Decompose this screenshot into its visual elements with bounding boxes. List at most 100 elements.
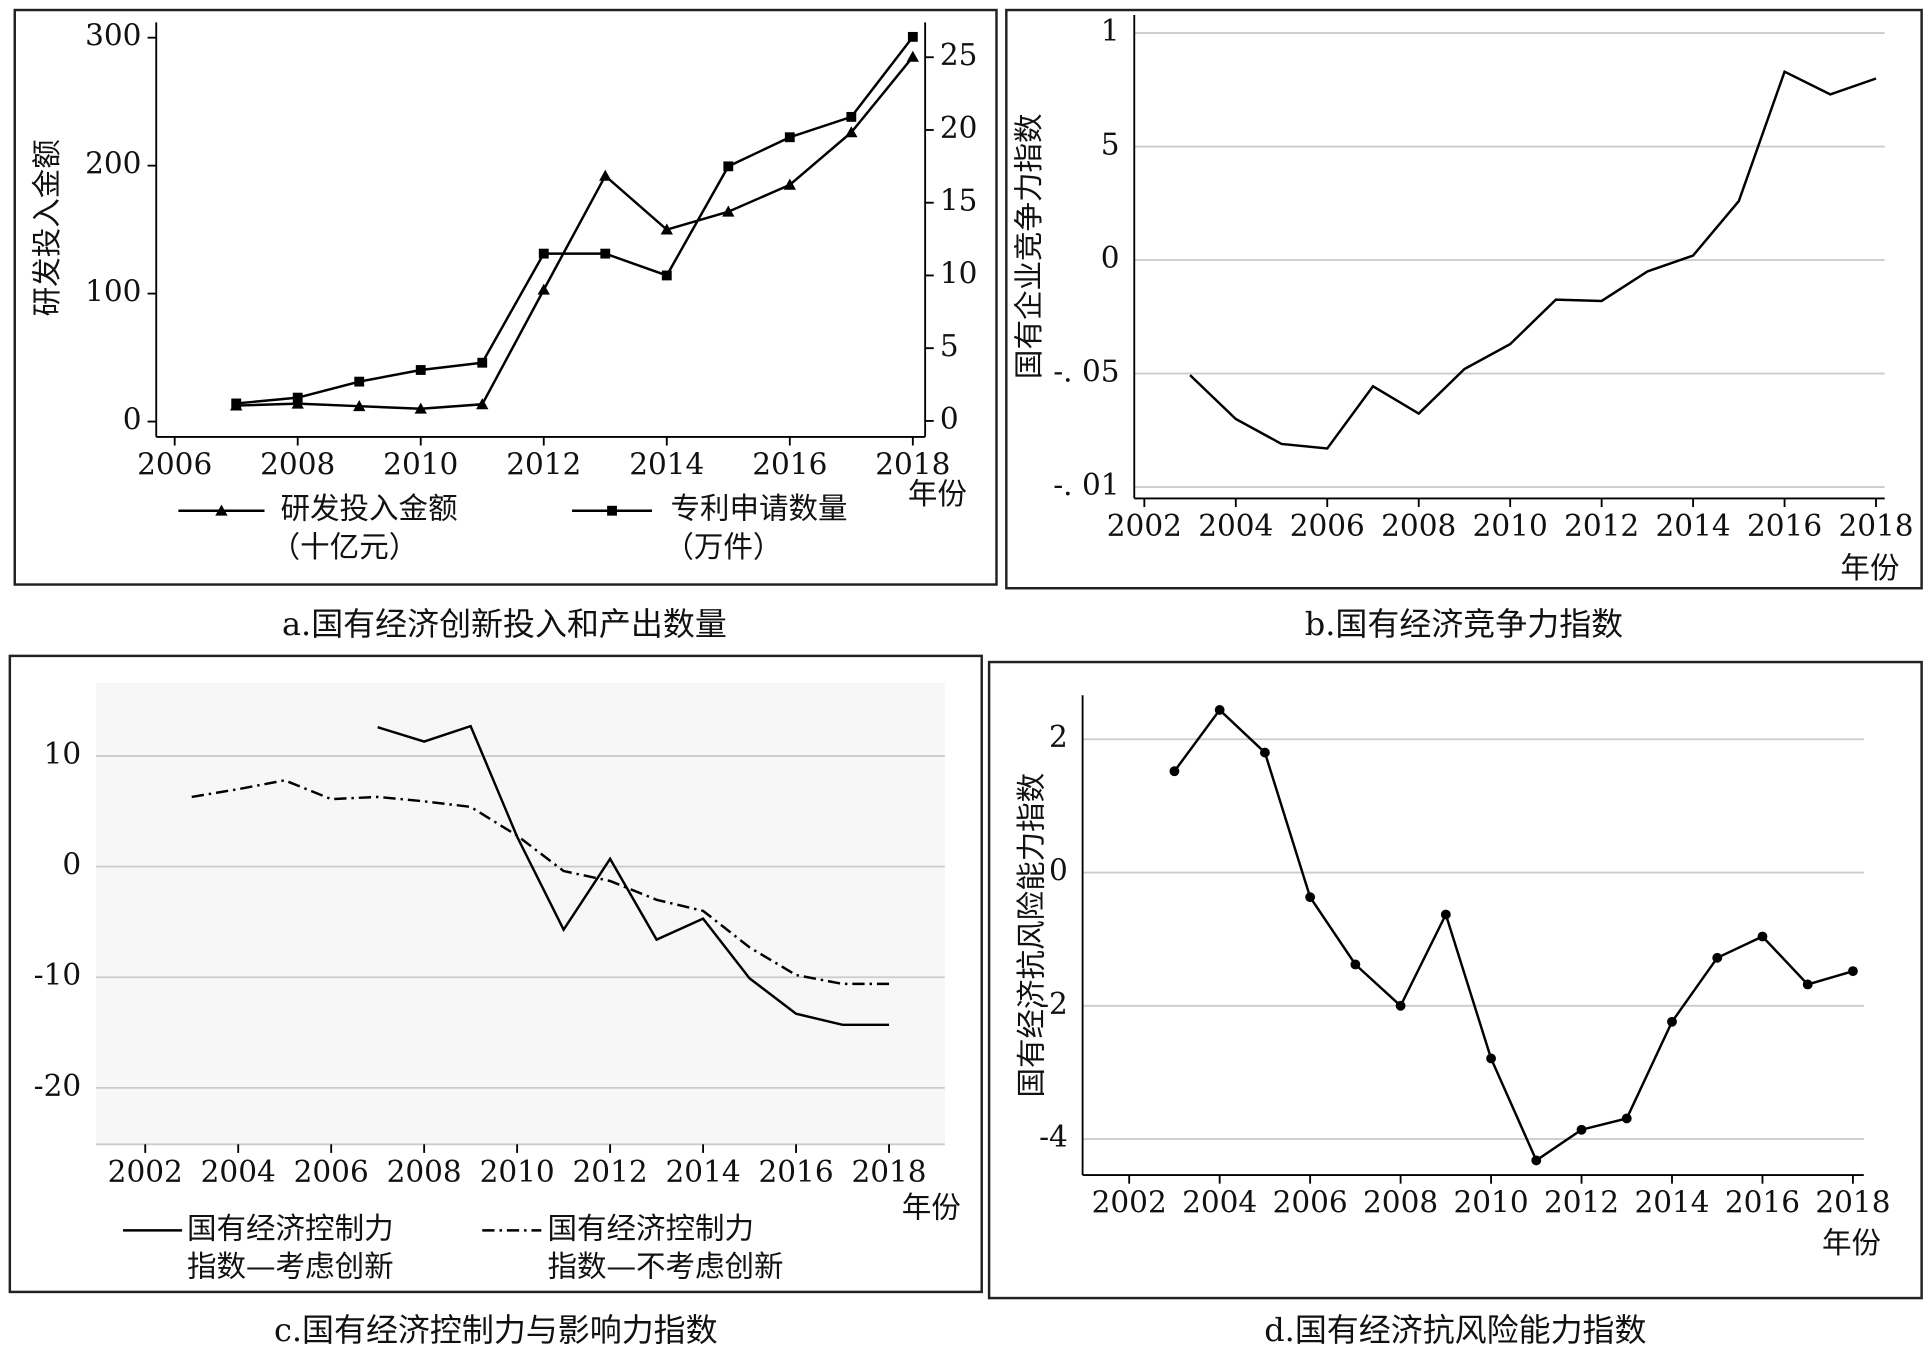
x-tick-label: 2008: [260, 447, 335, 481]
marker: [292, 392, 303, 403]
marker: [783, 178, 796, 190]
x-tick-label: 2012: [1544, 1186, 1619, 1220]
y-tick-label: 0: [1049, 854, 1068, 888]
x-tick-label: 2018: [851, 1155, 926, 1189]
marker: [1259, 747, 1270, 758]
marker: [1486, 1053, 1496, 1064]
x-tick-label: 2014: [629, 447, 704, 481]
y-axis-label: 研发投入金额: [30, 139, 64, 316]
x-tick-label: 2002: [1107, 509, 1182, 543]
x-axis-label: 年份: [1822, 1226, 1881, 1260]
y2-tick-label: 25: [940, 38, 978, 72]
legend-label: 专利申请数量: [670, 492, 847, 526]
x-tick-label: 2008: [1363, 1186, 1438, 1220]
y-tick-label: -4: [1039, 1120, 1068, 1154]
series-line: [1173, 708, 1854, 1163]
marker: [906, 50, 919, 62]
x-axis-label: 年份: [1840, 551, 1899, 585]
marker: [215, 504, 228, 516]
legend-unit: （万件）: [664, 530, 782, 564]
marker: [600, 248, 611, 259]
marker: [538, 248, 549, 259]
caption: b.国有经济竞争力指数: [1305, 605, 1623, 643]
marker: [607, 505, 617, 516]
y2-tick-label: 20: [940, 111, 978, 145]
y2-tick-label: 15: [940, 184, 978, 218]
y-tick-label: -2: [1039, 987, 1068, 1021]
marker: [907, 31, 918, 42]
x-tick-label: 2014: [1634, 1186, 1709, 1220]
y-tick-label: 300: [85, 19, 141, 53]
marker: [1576, 1124, 1587, 1135]
y-axis-label: 国有企业竞争力指数: [1012, 113, 1046, 379]
x-axis-label: 年份: [902, 1190, 961, 1224]
x-tick-label: 2010: [383, 447, 458, 481]
marker: [537, 283, 550, 295]
marker: [599, 169, 612, 181]
x-tick-label: 2018: [1838, 509, 1913, 543]
y-tick-label: 100: [85, 275, 141, 309]
marker: [1395, 1000, 1406, 1011]
x-tick-label: 2002: [108, 1155, 183, 1189]
panel-frame: [8, 654, 983, 1294]
marker: [845, 126, 858, 138]
x-tick-label: 2006: [294, 1155, 369, 1189]
y-tick-label: 0: [1101, 241, 1120, 275]
x-tick-label: 2016: [758, 1155, 833, 1189]
y-tick-label: 5: [1101, 128, 1120, 162]
x-tick-label: 2008: [387, 1155, 462, 1189]
y-tick-label: 0: [123, 403, 142, 437]
x-tick-label: 2018: [875, 447, 950, 481]
x-tick-label: 2006: [1273, 1186, 1348, 1220]
x-tick-label: 2016: [752, 447, 827, 481]
marker: [414, 402, 427, 414]
x-tick-label: 2006: [137, 447, 212, 481]
marker: [846, 111, 857, 122]
marker: [1848, 966, 1858, 977]
y-tick-label: -10: [34, 958, 82, 992]
x-tick-label: 2012: [1564, 509, 1639, 543]
legend-label: 国有经济控制力: [547, 1211, 754, 1245]
y-tick-label: -. 05: [1053, 355, 1119, 389]
x-tick-label: 2002: [1092, 1186, 1167, 1220]
legend-label: 国有经济控制力: [187, 1211, 394, 1245]
marker: [1667, 1016, 1677, 1027]
y-tick-label: -. 01: [1053, 468, 1119, 502]
x-tick-label: 2010: [1454, 1186, 1529, 1220]
x-tick-label: 2008: [1381, 509, 1456, 543]
marker: [722, 205, 735, 217]
y-axis-label: 国有经济抗风险能力指数: [1014, 773, 1048, 1098]
x-tick-label: 2012: [573, 1155, 648, 1189]
legend-unit: 指数—考虑创新: [187, 1250, 394, 1284]
legend-unit: 指数—不考虑创新: [547, 1250, 783, 1284]
y2-tick-label: 0: [940, 402, 959, 436]
x-tick-label: 2004: [201, 1155, 276, 1189]
marker: [353, 400, 366, 412]
caption: a.国有经济创新投入和产出数量: [282, 605, 727, 643]
marker: [1712, 952, 1723, 963]
marker: [1531, 1155, 1542, 1166]
marker: [1621, 1113, 1632, 1124]
y-tick-label: 200: [85, 147, 141, 181]
marker: [1214, 705, 1225, 715]
y-tick-label: 2: [1049, 720, 1068, 754]
marker: [1305, 892, 1316, 903]
marker: [415, 365, 426, 375]
y-tick-label: 10: [44, 737, 82, 771]
y-tick-label: 1: [1101, 14, 1120, 48]
panel-frame: [13, 8, 998, 586]
x-tick-label: 2004: [1198, 509, 1273, 543]
marker: [477, 357, 488, 368]
panel-frame: [987, 660, 1923, 1300]
plot-background: [95, 682, 945, 1145]
x-tick-label: 2006: [1290, 509, 1365, 543]
x-tick-label: 2016: [1747, 509, 1822, 543]
marker: [231, 398, 242, 409]
x-tick-label: 2014: [1656, 509, 1731, 543]
marker: [1169, 766, 1180, 777]
marker: [1350, 959, 1361, 970]
marker: [1802, 979, 1813, 990]
x-tick-label: 2010: [1473, 509, 1548, 543]
marker: [784, 132, 795, 143]
